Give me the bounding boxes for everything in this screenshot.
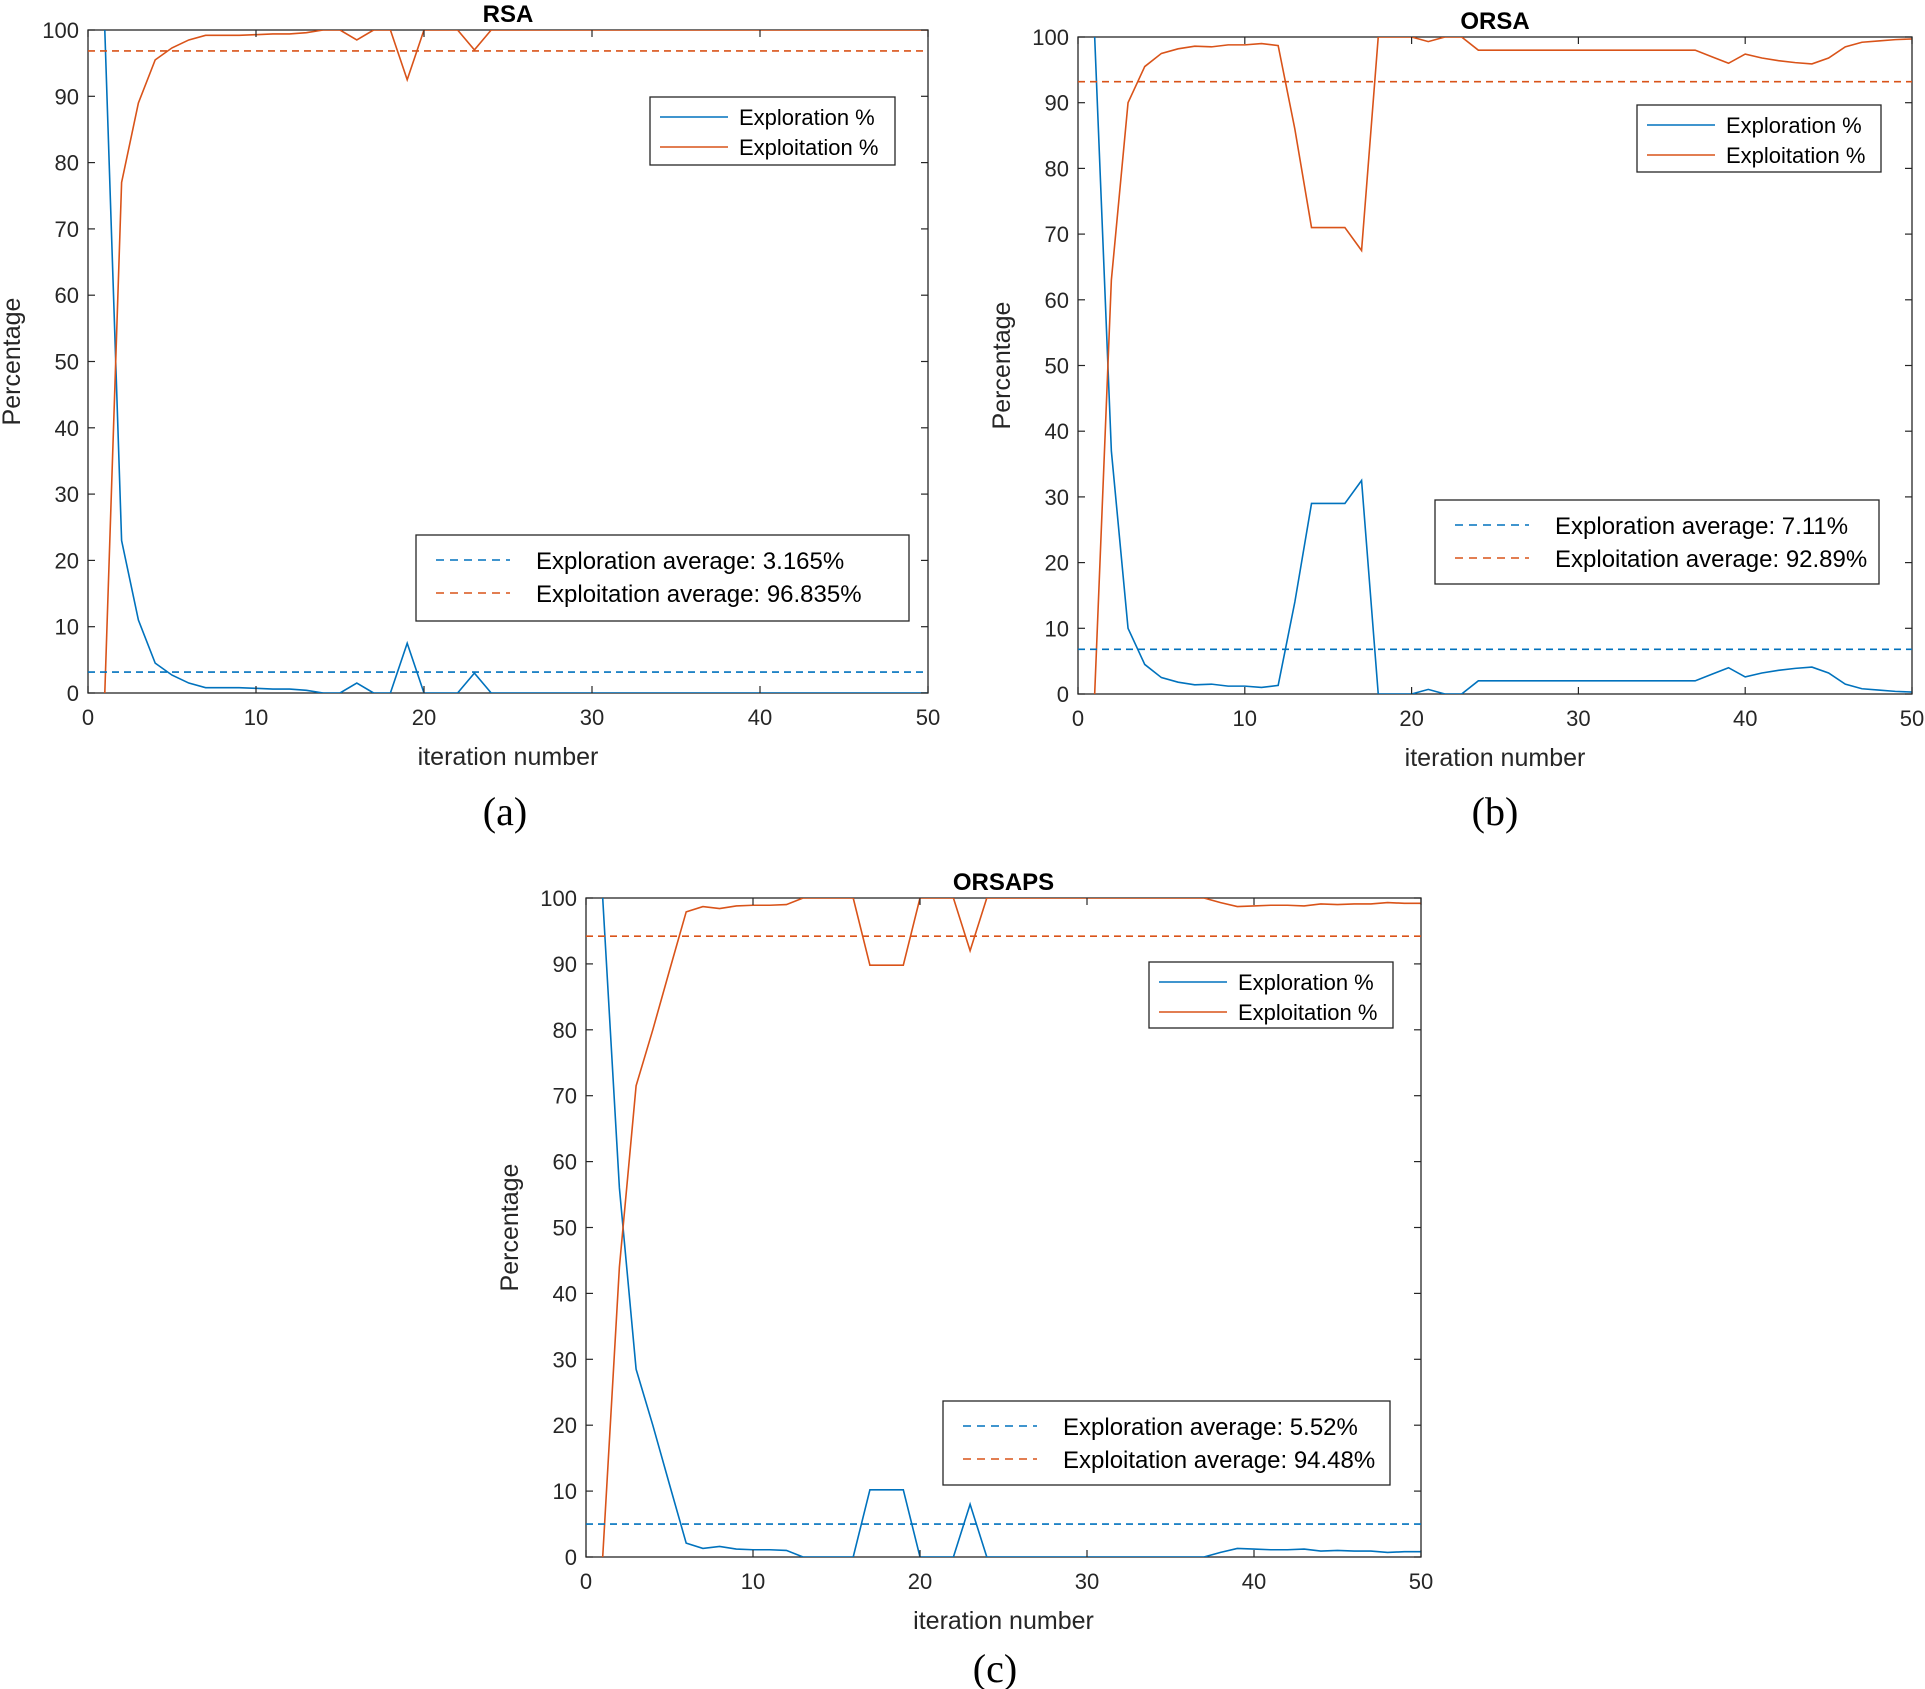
- legend-average-box: [1434, 499, 1880, 585]
- y-tick-label: 90: [55, 84, 79, 109]
- legend-series-box: [649, 96, 896, 166]
- legend-average-label: Exploration average: 3.165%: [536, 548, 844, 575]
- x-axis-label: iteration number: [418, 743, 599, 771]
- y-tick-label: 80: [55, 151, 79, 176]
- y-tick-label: 70: [55, 217, 79, 242]
- y-tick-label: 30: [553, 1347, 577, 1372]
- legend-average-label: Exploration average: 7.11%: [1555, 513, 1848, 540]
- y-tick-label: 50: [1045, 354, 1069, 379]
- y-tick-label: 0: [67, 681, 79, 706]
- legend-series-label: Exploitation %: [739, 135, 878, 160]
- x-tick-label: 50: [1409, 1569, 1433, 1594]
- x-tick-label: 50: [1900, 706, 1924, 731]
- y-tick-label: 10: [55, 615, 79, 640]
- y-tick-label: 90: [553, 952, 577, 977]
- exploration-series-line: [104, 30, 928, 693]
- chart-title: ORSA: [1460, 8, 1529, 35]
- exploration-series-line: [1093, 37, 1912, 694]
- exploitation-series-line: [601, 898, 1421, 1557]
- legend-series-label: Exploration %: [1238, 970, 1374, 995]
- x-tick-label: 30: [1566, 706, 1590, 731]
- legend-average-label: Exploration average: 5.52%: [1063, 1414, 1358, 1441]
- x-tick-label: 0: [1072, 706, 1084, 731]
- y-tick-label: 0: [565, 1545, 577, 1570]
- exploitation-series-line: [1093, 37, 1912, 694]
- x-tick-label: 0: [82, 705, 94, 730]
- x-tick-label: 20: [1399, 706, 1423, 731]
- chart-panel-a: 0 10 20 30 40 50 60 70 80 90 100 0 10 20 30 40 50 RSA iter…: [0, 1, 940, 834]
- chart-panel-b: 0 10 20 30 40 50 60 70 80 90 100 0 10 20 30 40 50 ORSA ite…: [988, 8, 1924, 834]
- y-tick-label: 20: [55, 548, 79, 573]
- legend-average-box: [415, 534, 910, 622]
- x-tick-label: 10: [741, 1569, 765, 1594]
- chart-title: RSA: [483, 1, 534, 28]
- x-tick-label: 0: [580, 1569, 592, 1594]
- x-tick-label: 30: [1075, 1569, 1099, 1594]
- y-tick-label: 90: [1045, 91, 1069, 116]
- y-tick-label: 40: [1045, 419, 1069, 444]
- y-tick-label: 20: [1045, 551, 1069, 576]
- y-tick-label: 20: [553, 1413, 577, 1438]
- legend-average-label: Exploitation average: 92.89%: [1555, 546, 1867, 573]
- x-tick-label: 40: [1733, 706, 1757, 731]
- x-tick-label: 10: [244, 705, 268, 730]
- y-tick-label: 50: [55, 350, 79, 375]
- x-tick-label: 20: [908, 1569, 932, 1594]
- y-tick-label: 30: [1045, 485, 1069, 510]
- y-tick-label: 60: [1045, 288, 1069, 313]
- y-tick-label: 40: [553, 1281, 577, 1306]
- y-axis-label: Percentage: [988, 302, 1016, 430]
- legend-series-label: Exploitation %: [1726, 143, 1865, 168]
- y-tick-label: 10: [1045, 616, 1069, 641]
- y-tick-label: 80: [1045, 156, 1069, 181]
- y-tick-label: 70: [553, 1084, 577, 1109]
- x-tick-label: 40: [748, 705, 772, 730]
- chart-panel-c: 0 10 20 30 40 50 60 70 80 90 100 0 10 20 30 40 50 ORSAPS i…: [496, 869, 1433, 1689]
- legend-series-label: Exploration %: [739, 105, 875, 130]
- exploration-series-line: [601, 898, 1421, 1557]
- legend-average-label: Exploitation average: 94.48%: [1063, 1447, 1375, 1474]
- legend-series-box: [1148, 961, 1394, 1029]
- y-tick-label: 0: [1057, 682, 1069, 707]
- y-tick-label: 60: [55, 283, 79, 308]
- chart-title: ORSAPS: [953, 869, 1054, 896]
- legend-average-label: Exploitation average: 96.835%: [536, 581, 862, 608]
- x-axis-label: iteration number: [1405, 744, 1586, 772]
- y-tick-label: 10: [553, 1479, 577, 1504]
- x-axis-label: iteration number: [913, 1607, 1094, 1635]
- x-tick-label: 30: [580, 705, 604, 730]
- x-tick-label: 40: [1242, 1569, 1266, 1594]
- panel-label: (b): [1472, 789, 1519, 834]
- y-tick-label: 30: [55, 482, 79, 507]
- panel-label: (a): [483, 789, 527, 834]
- y-tick-label: 100: [1032, 25, 1069, 50]
- x-tick-label: 50: [916, 705, 940, 730]
- y-axis-label: Percentage: [496, 1164, 524, 1292]
- x-tick-label: 10: [1233, 706, 1257, 731]
- y-tick-label: 70: [1045, 222, 1069, 247]
- y-tick-label: 100: [42, 18, 79, 43]
- legend-average-box: [942, 1400, 1391, 1486]
- y-tick-label: 60: [553, 1150, 577, 1175]
- y-tick-label: 100: [540, 886, 577, 911]
- panel-label: (c): [973, 1646, 1017, 1689]
- legend-series-box: [1636, 104, 1882, 173]
- exploitation-series-line: [104, 30, 928, 693]
- legend-series-label: Exploitation %: [1238, 1000, 1377, 1025]
- y-tick-label: 80: [553, 1018, 577, 1043]
- y-tick-label: 50: [553, 1216, 577, 1241]
- legend-series-label: Exploration %: [1726, 113, 1862, 138]
- y-tick-label: 40: [55, 416, 79, 441]
- y-axis-label: Percentage: [0, 298, 26, 426]
- x-tick-label: 20: [412, 705, 436, 730]
